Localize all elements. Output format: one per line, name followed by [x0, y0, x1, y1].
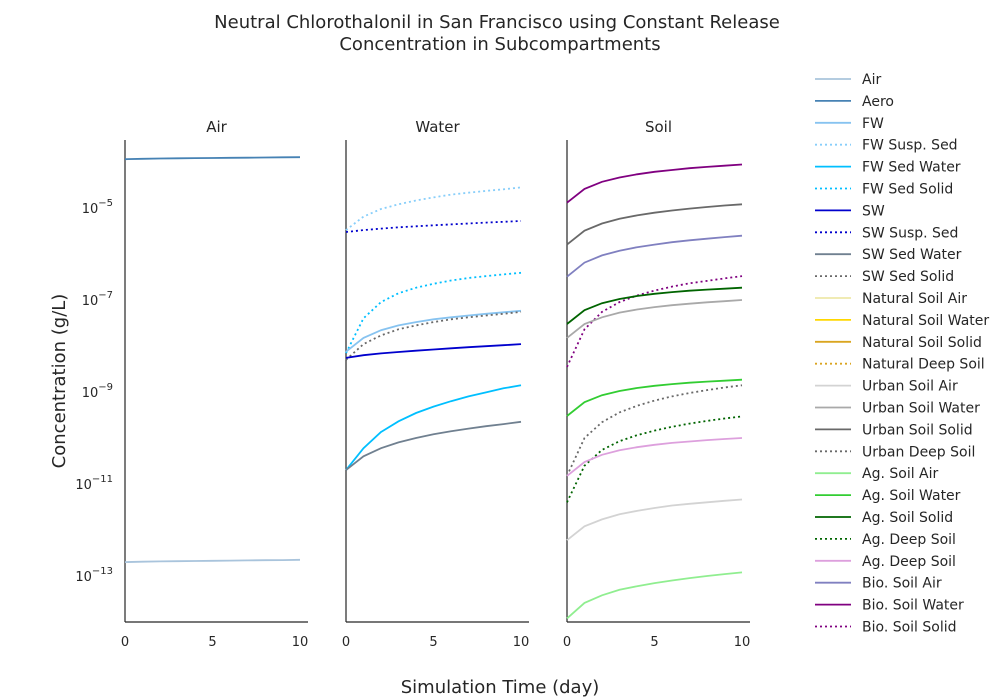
legend-entry: Ag. Soil Air: [815, 466, 939, 482]
series-line: [345, 343, 522, 359]
series-line: [566, 571, 743, 620]
panel-water: Water 0 5 10: [342, 118, 529, 650]
series-line: [566, 286, 743, 325]
legend-entry: SW Sed Water: [815, 247, 962, 263]
legend-entry: Natural Soil Water: [815, 313, 989, 329]
legend-label: Urban Deep Soil: [862, 444, 975, 460]
series-line: [566, 378, 743, 417]
legend-entry: Urban Soil Water: [815, 401, 980, 417]
panel-air: Air 0 5 10 10−5 10−7 10−9 10−11 10−13: [75, 118, 308, 650]
x-tick-label: 10: [734, 635, 751, 650]
legend-label: Natural Deep Soil: [862, 357, 985, 373]
x-tick-label: 5: [650, 635, 658, 650]
y-tick-label: 10−9: [82, 382, 113, 401]
legend-label: Urban Soil Air: [862, 379, 958, 395]
chart-title-line2: Concentration in Subcompartments: [339, 34, 660, 55]
legend-label: FW Sed Solid: [862, 182, 953, 198]
panel-soil: Soil 0 5 10: [563, 118, 750, 650]
series-line: [566, 203, 743, 246]
series-line: [345, 311, 522, 361]
legend-label: FW Sed Water: [862, 160, 961, 176]
legend-label: Bio. Soil Air: [862, 576, 942, 592]
x-tick-label: 10: [292, 635, 309, 650]
y-tick-label: 10−11: [75, 474, 113, 493]
legend-entry: FW Sed Solid: [815, 182, 953, 198]
chart-title-line1: Neutral Chlorothalonil in San Francisco …: [214, 12, 780, 33]
legend-label: Ag. Deep Soil: [862, 532, 956, 548]
legend-label: Natural Soil Solid: [862, 335, 982, 351]
legend-entry: Bio. Soil Solid: [815, 620, 957, 636]
series-line: [124, 156, 301, 161]
legend-label: Natural Soil Water: [862, 313, 989, 329]
legend-label: Ag. Soil Solid: [862, 510, 953, 526]
series-line: [345, 384, 522, 471]
legend-label: Ag. Deep Soil: [862, 554, 956, 570]
legend-entry: SW Sed Solid: [815, 269, 954, 285]
legend-entry: Urban Soil Air: [815, 379, 958, 395]
legend-label: SW Sed Solid: [862, 269, 954, 285]
legend-entry: Ag. Soil Water: [815, 488, 961, 504]
x-tick-label: 5: [208, 635, 216, 650]
legend-label: Bio. Soil Water: [862, 598, 964, 614]
x-tick-label: 0: [121, 635, 129, 650]
legend-entry: Aero: [815, 94, 894, 110]
series-line: [566, 415, 743, 503]
x-tick-label: 0: [342, 635, 350, 650]
series-line: [124, 558, 301, 563]
series-line: [566, 384, 743, 477]
panel-title: Soil: [645, 118, 672, 136]
series-line: [566, 234, 743, 278]
legend-entry: Bio. Soil Water: [815, 598, 964, 614]
y-tick-label: 10−5: [82, 198, 113, 217]
panel-title: Water: [415, 118, 460, 136]
legend-label: Ag. Soil Air: [862, 466, 939, 482]
series-line: [345, 220, 522, 233]
x-tick-label: 10: [513, 635, 530, 650]
legend-entry: FW Susp. Sed: [815, 138, 958, 154]
x-axis-label: Simulation Time (day): [401, 677, 600, 698]
panel-title: Air: [206, 118, 227, 136]
y-tick-label: 10−7: [82, 290, 113, 309]
x-tick-label: 0: [563, 635, 571, 650]
legend-entry: SW Susp. Sed: [815, 225, 958, 241]
legend-entry: Ag. Deep Soil: [815, 554, 956, 570]
x-tick-label: 5: [429, 635, 437, 650]
legend-entry: Ag. Soil Solid: [815, 510, 953, 526]
legend-label: Natural Soil Air: [862, 291, 967, 307]
series-line: [345, 309, 522, 353]
legend-entry: FW: [815, 116, 884, 132]
legend-label: FW: [862, 116, 884, 132]
series-line: [566, 437, 743, 477]
legend-entry: Ag. Deep Soil: [815, 532, 956, 548]
legend-label: SW: [862, 203, 885, 219]
series-line: [566, 163, 743, 204]
series-line: [566, 299, 743, 339]
legend-label: Urban Soil Water: [862, 401, 980, 417]
legend-label: Ag. Soil Water: [862, 488, 961, 504]
legend-entry: Natural Deep Soil: [815, 357, 985, 373]
legend: Air Aero FW FW Susp. Sed FW Sed Water FW Sed …: [815, 72, 989, 636]
legend-label: FW Susp. Sed: [862, 138, 958, 154]
legend-label: SW Sed Water: [862, 247, 962, 263]
legend-label: SW Susp. Sed: [862, 225, 958, 241]
legend-label: Air: [862, 72, 881, 88]
legend-entry: FW Sed Water: [815, 160, 961, 176]
series-line: [345, 186, 522, 231]
legend-label: Urban Soil Solid: [862, 422, 973, 438]
legend-label: Bio. Soil Solid: [862, 620, 957, 636]
legend-entry: Natural Soil Air: [815, 291, 967, 307]
legend-entry: Natural Soil Solid: [815, 335, 982, 351]
legend-entry: Bio. Soil Air: [815, 576, 942, 592]
y-axis-label: Concentration (g/L): [49, 294, 70, 469]
legend-entry: Urban Soil Solid: [815, 422, 973, 438]
legend-label: Aero: [862, 94, 894, 110]
y-tick-label: 10−13: [75, 566, 113, 585]
series-line: [345, 420, 522, 471]
series-line: [566, 498, 743, 541]
legend-entry: Urban Deep Soil: [815, 444, 975, 460]
legend-entry: Air: [815, 72, 881, 88]
legend-entry: SW: [815, 203, 885, 219]
